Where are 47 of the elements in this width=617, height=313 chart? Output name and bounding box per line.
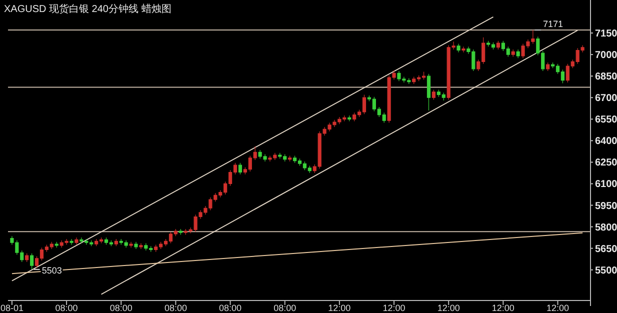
- x-tick-label: 08:00: [164, 303, 187, 313]
- candlestick: [348, 115, 352, 122]
- x-tick-label: 08-01: [0, 303, 24, 313]
- x-tick-label: 08:00: [110, 303, 132, 313]
- y-tick-label: 7000: [595, 50, 617, 62]
- y-tick-label: 6400: [595, 136, 617, 148]
- candlestick: [114, 238, 118, 246]
- x-tick-label: 12:00: [382, 303, 406, 313]
- x-tick-label: 12:00: [437, 303, 460, 313]
- y-tick-label: 6550: [595, 114, 617, 126]
- y-tick-label: 5650: [595, 244, 617, 255]
- candlestick: [178, 228, 182, 235]
- candlestick: [139, 243, 143, 250]
- annotation: 5503: [42, 265, 62, 276]
- candlestick: [462, 46, 466, 53]
- candlestick: [516, 49, 520, 58]
- candlestick: [546, 62, 550, 72]
- candlestick: [134, 242, 138, 250]
- candlestick: [511, 49, 515, 57]
- x-tick-label: 12:00: [546, 303, 570, 313]
- candlestick: [74, 237, 78, 246]
- candlestick: [129, 242, 133, 248]
- candlestick: [54, 242, 58, 248]
- candlestick: [496, 40, 500, 50]
- candlestick: [456, 43, 460, 53]
- candlestick: [70, 238, 74, 246]
- x-tick-label: 08:00: [274, 303, 296, 313]
- y-tick-label: 6700: [595, 93, 617, 104]
- y-tick-label: 6850: [595, 72, 617, 83]
- y-tick-label: 6250: [595, 158, 617, 169]
- x-tick-label: 12:00: [492, 303, 514, 313]
- y-tick-label: 7150: [595, 28, 617, 40]
- x-tick-label: 12:00: [328, 303, 351, 313]
- candlestick: [238, 162, 242, 175]
- chart-title: XAGUSD 现货白银 240分钟线 蜡烛图: [4, 3, 172, 15]
- x-tick-label: 08:00: [55, 303, 78, 313]
- y-tick-label: 5800: [595, 222, 617, 234]
- x-tick-label: 08:00: [219, 303, 242, 313]
- y-tick-label: 6100: [595, 179, 617, 190]
- annotation: 7171: [542, 19, 563, 29]
- candlestick: [432, 89, 436, 100]
- candlestick: [426, 74, 431, 111]
- y-tick-label: 5950: [595, 200, 617, 212]
- candlestick: [288, 155, 292, 162]
- y-tick-label: 5500: [595, 265, 617, 276]
- candlestick: [30, 253, 34, 270]
- candlestick: [25, 253, 29, 262]
